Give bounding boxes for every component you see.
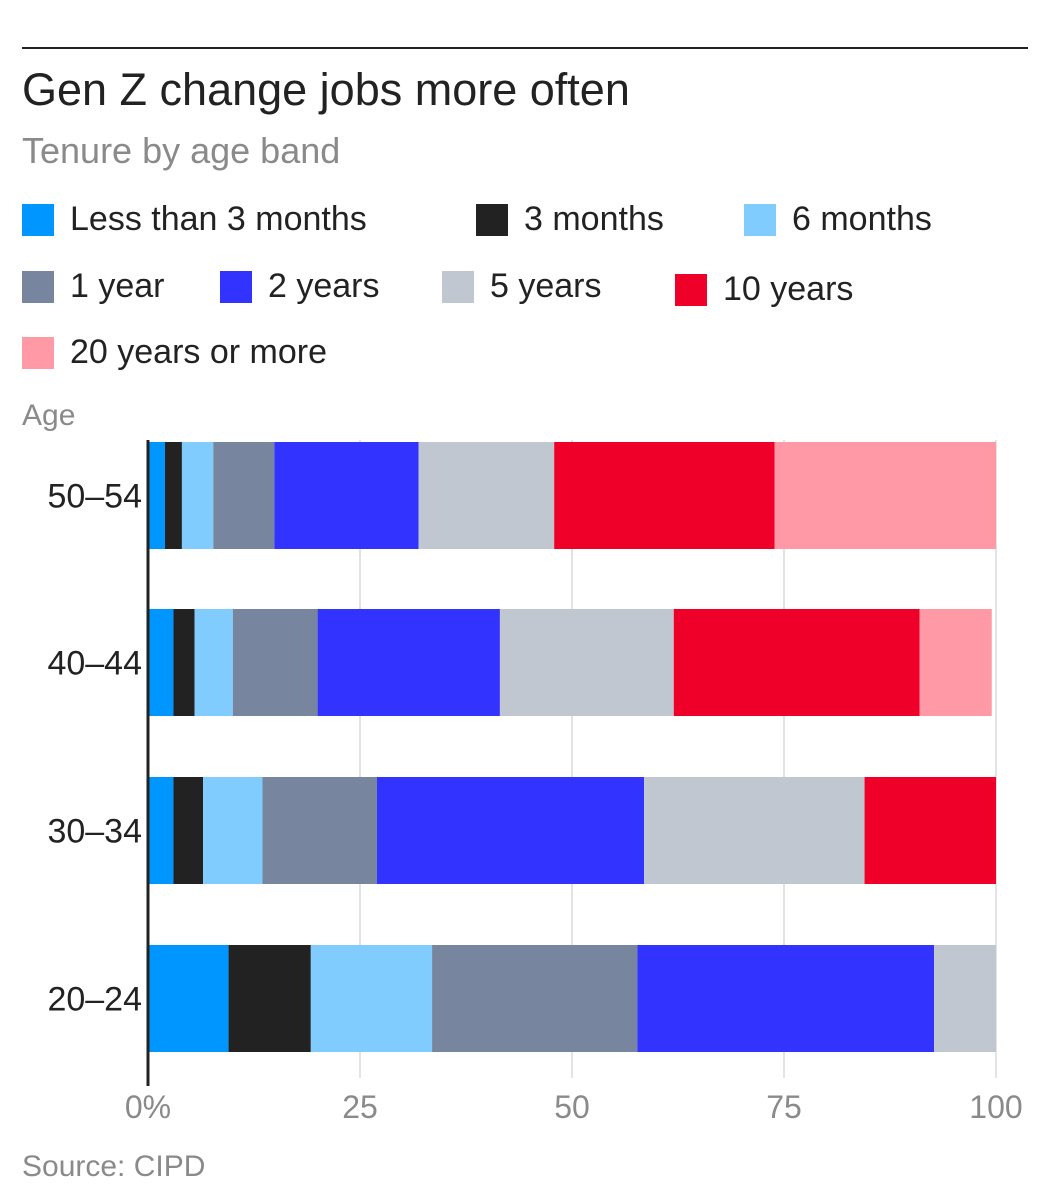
bar-segment-less-than-3-months bbox=[148, 777, 174, 884]
y-tick-label: 40–44 bbox=[47, 645, 142, 683]
legend-item-10-years: 10 years bbox=[675, 270, 853, 309]
y-axis-label: Age bbox=[22, 399, 75, 432]
bar-segment-5-years bbox=[499, 609, 674, 716]
x-tick-label: 0% bbox=[125, 1089, 171, 1125]
legend-swatch bbox=[22, 336, 54, 369]
legend-label: 5 years bbox=[490, 267, 602, 305]
y-tick-label: 20–24 bbox=[47, 981, 142, 1019]
legend-label: 20 years or more bbox=[70, 333, 327, 371]
legend-label: 3 months bbox=[524, 200, 664, 238]
bar-segment-1-year bbox=[213, 442, 275, 549]
bar-segment-5-years bbox=[934, 945, 996, 1052]
bar-segment-3-months bbox=[228, 945, 311, 1052]
legend-label: 1 year bbox=[70, 267, 165, 305]
legend-item-6-months: 6 months bbox=[744, 200, 932, 239]
bar-segment-1-year bbox=[262, 777, 377, 884]
chart-title: Gen Z change jobs more often bbox=[22, 64, 630, 115]
bar-segment-5-years bbox=[418, 442, 555, 549]
bar-segment-2-years bbox=[274, 442, 419, 549]
bar-segment-2-years bbox=[317, 609, 500, 716]
legend-item-3-months: 3 months bbox=[476, 200, 664, 239]
chart-subtitle: Tenure by age band bbox=[22, 130, 341, 171]
stacked-bar-chart: Age 50–54 40–44 30–34 20–24 0% 25 50 75 100 bbox=[22, 399, 1023, 1125]
legend-item-2-years: 2 years bbox=[220, 267, 380, 306]
bar-segment-10-years bbox=[554, 442, 775, 549]
bar-segment-10-years bbox=[673, 609, 920, 716]
legend-swatch bbox=[22, 270, 54, 303]
legend-swatch bbox=[476, 203, 508, 236]
bar-segment-6-months bbox=[194, 609, 233, 716]
bar-segment-2-years bbox=[637, 945, 935, 1052]
legend-item-less-than-3-months: Less than 3 months bbox=[22, 200, 367, 239]
bar-segment-less-than-3-months bbox=[148, 609, 174, 716]
bar-segment-6-months bbox=[310, 945, 433, 1052]
legend-label: 2 years bbox=[268, 267, 380, 305]
bar-segment-6-months bbox=[203, 777, 263, 884]
legend-swatch bbox=[22, 203, 54, 236]
legend-label: Less than 3 months bbox=[70, 200, 367, 238]
bar-segment-2-years bbox=[376, 777, 645, 884]
top-rule bbox=[22, 47, 1028, 49]
bar-segment-1-year bbox=[432, 945, 638, 1052]
legend-swatch bbox=[442, 270, 474, 303]
legend-label: 10 years bbox=[723, 270, 854, 308]
bar-segment-less-than-3-months bbox=[148, 945, 229, 1052]
bar-segment-1-year bbox=[232, 609, 318, 716]
legend-swatch bbox=[220, 270, 252, 303]
source-note: Source: CIPD bbox=[22, 1150, 206, 1183]
bar-segment-6-months bbox=[181, 442, 214, 549]
y-tick-label: 30–34 bbox=[47, 813, 142, 851]
bar-segment-5-years bbox=[644, 777, 865, 884]
bar-segment-less-than-3-months bbox=[148, 442, 165, 549]
bar-segment-20-years-or-more bbox=[774, 442, 996, 549]
legend-item-20-years-or-more: 20 years or more bbox=[22, 333, 327, 372]
bar-segment-3-months bbox=[164, 442, 182, 549]
x-tick-label: 75 bbox=[766, 1089, 802, 1125]
legend-swatch bbox=[675, 273, 707, 306]
bar-segment-3-months bbox=[173, 609, 195, 716]
y-tick-label: 50–54 bbox=[47, 478, 142, 516]
legend-item-5-years: 5 years bbox=[442, 267, 602, 306]
legend-label: 6 months bbox=[792, 200, 932, 238]
x-tick-label: 50 bbox=[554, 1089, 590, 1125]
legend-swatch bbox=[744, 203, 776, 236]
bar-segment-10-years bbox=[864, 777, 996, 884]
bar-segment-3-months bbox=[173, 777, 204, 884]
legend-item-1-year: 1 year bbox=[22, 267, 165, 306]
bar-segment-20-years-or-more bbox=[919, 609, 992, 716]
x-tick-label: 100 bbox=[969, 1089, 1022, 1125]
x-tick-label: 25 bbox=[342, 1089, 378, 1125]
